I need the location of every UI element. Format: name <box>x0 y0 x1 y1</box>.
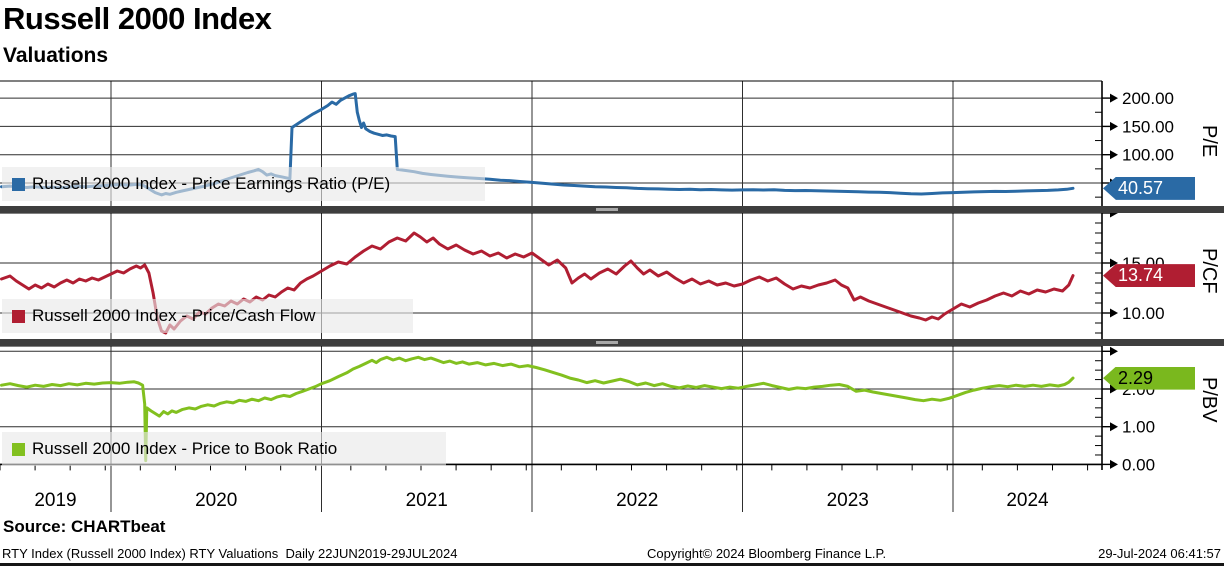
axis-label-pe: P/E <box>1198 125 1220 158</box>
year-label: 2023 <box>827 490 869 511</box>
y-tick-label: 100.00 <box>1122 146 1174 165</box>
legend-label-pcf: Russell 2000 Index - Price/Cash Flow <box>32 306 316 325</box>
series-line-pcf <box>0 231 1075 335</box>
y-tick-label: 200.00 <box>1122 89 1174 108</box>
legend-pbv[interactable]: Russell 2000 Index - Price to Book Ratio <box>2 432 446 466</box>
last-value-badge-pcf: 13.74 <box>1103 264 1195 288</box>
series-line-pbv <box>0 355 1075 463</box>
source-credit: Source: CHARTbeat <box>3 517 166 536</box>
y-tick-label: 150.00 <box>1122 117 1174 136</box>
panel-resize-handle[interactable] <box>596 341 618 344</box>
page-title: Russell 2000 Index <box>3 1 272 36</box>
panel-resize-handle[interactable] <box>596 208 618 211</box>
axis-label-pbv: P/BV <box>1198 377 1220 423</box>
footer-timestamp: 29-Jul-2024 06:41:57 <box>1098 546 1221 561</box>
footer-copyright: Copyright© 2024 Bloomberg Finance L.P. <box>647 546 887 561</box>
legend-pcf[interactable]: Russell 2000 Index - Price/Cash Flow <box>2 299 413 333</box>
year-label: 2024 <box>1006 490 1049 511</box>
axis-label-pcf: P/CF <box>1198 248 1220 294</box>
bottom-border <box>0 563 1224 566</box>
year-label: 2020 <box>195 490 237 511</box>
value-gridlines <box>0 80 1102 466</box>
legend-pe[interactable]: Russell 2000 Index - Price Earnings Rati… <box>2 167 485 201</box>
year-label: 2022 <box>616 490 658 511</box>
legend-swatch-pbv-icon <box>12 442 25 456</box>
legend-label-pbv: Russell 2000 Index - Price to Book Ratio <box>32 439 338 458</box>
last-value-badge-pe: 40.57 <box>1103 176 1195 200</box>
year-label: 2021 <box>406 490 448 511</box>
legend-swatch-pe-icon <box>12 177 25 191</box>
footer-ticker-line: RTY Index (Russell 2000 Index) RTY Valua… <box>2 546 458 561</box>
last-value-badge-pbv: 2.29 <box>1103 366 1195 390</box>
y-tick-label: 10.00 <box>1122 304 1165 323</box>
legend-label-pe: Russell 2000 Index - Price Earnings Rati… <box>32 174 391 193</box>
x-year-labels: 2019 2020 2021 2022 2023 2024 <box>34 490 1049 511</box>
y-tick-label: 0.00 <box>1122 455 1155 474</box>
year-label: 2019 <box>34 490 76 511</box>
legend-swatch-pcf-icon <box>12 309 25 323</box>
page-subtitle: Valuations <box>3 44 109 67</box>
y-tick-label: 1.00 <box>1122 418 1155 437</box>
